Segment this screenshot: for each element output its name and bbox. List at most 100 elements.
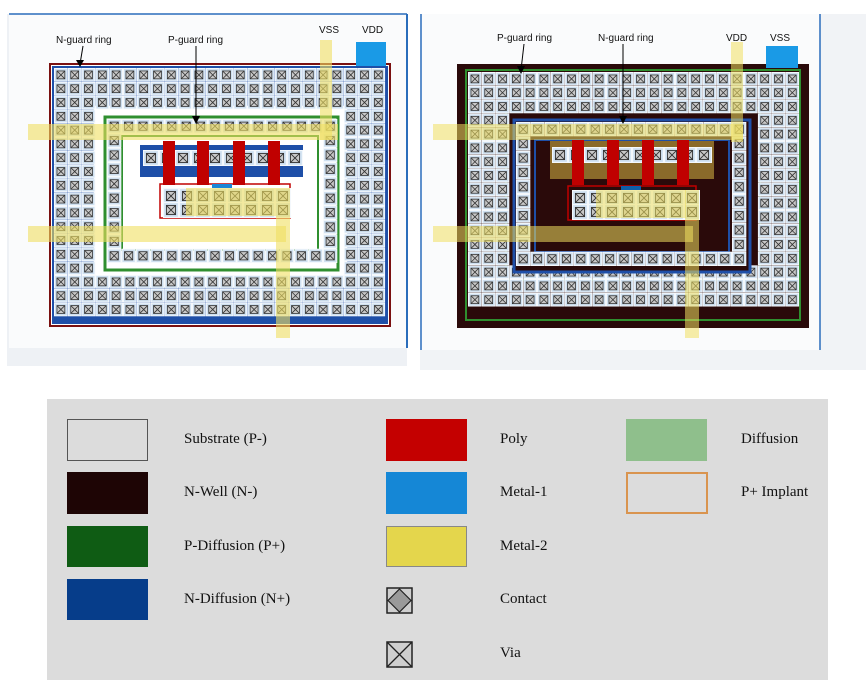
contact-cell	[343, 219, 358, 234]
contact-cell	[732, 237, 747, 252]
contact-cell	[343, 68, 358, 82]
contact-cell	[107, 147, 122, 163]
contact-cell	[468, 182, 482, 197]
contact-cell	[631, 251, 646, 266]
right-layout: P-guard ring N-guard ring VDD VSS	[420, 14, 866, 370]
contact-cell	[219, 288, 234, 303]
contact-cell	[606, 99, 620, 114]
contact-cell	[537, 85, 551, 100]
contact-cell	[274, 68, 289, 82]
contact-icon	[386, 587, 413, 614]
left-layout: N-guard ring P-guard ring VSS VDD	[7, 13, 408, 366]
legend-label-p-implant: P+ Implant	[741, 484, 809, 500]
contact-cell	[771, 72, 786, 86]
contact-cell	[323, 162, 338, 177]
contact-cell	[109, 288, 123, 303]
contact-cell	[495, 210, 510, 224]
contact-cell	[757, 72, 772, 86]
contact-cell	[323, 248, 338, 263]
contact-cell	[481, 292, 496, 307]
contact-cell	[175, 150, 191, 166]
contact-cell	[550, 99, 565, 114]
contact-cell	[606, 292, 620, 307]
contact-cell	[757, 182, 772, 197]
contact-cell	[730, 292, 744, 307]
contact-cell	[371, 192, 386, 206]
contact-cell	[732, 194, 747, 209]
contact-cell	[495, 279, 510, 293]
contact-cell	[523, 99, 537, 114]
contact-cell	[343, 150, 358, 165]
contact-cell	[123, 95, 137, 110]
legend-label-nwell: N-Well (N-)	[184, 484, 258, 500]
contact-cell	[696, 147, 712, 163]
contact-cell	[330, 275, 344, 289]
contact-cell	[323, 176, 338, 191]
contact-cell	[357, 247, 372, 262]
contact-cell	[302, 288, 317, 303]
contact-cell	[550, 85, 565, 100]
contact-cell	[121, 248, 136, 263]
contact-cell	[316, 275, 330, 289]
contact-cell	[732, 251, 747, 266]
legend-label-via: Via	[500, 645, 521, 661]
contact-cell	[294, 248, 309, 263]
contact-cell	[261, 68, 275, 82]
contact-cell	[516, 208, 531, 223]
legend: Substrate (P-) N-Well (N-) P-Diffusion (…	[47, 399, 828, 680]
contact-cell	[771, 251, 786, 266]
legend-swatch-diffusion	[626, 419, 707, 461]
contact-cell	[771, 223, 786, 238]
contact-cell	[771, 237, 786, 252]
contact-cell	[54, 68, 68, 82]
contact-cell	[193, 248, 208, 263]
contact-cell	[495, 182, 510, 197]
contact-cell	[357, 137, 372, 151]
contact-cell	[81, 261, 96, 275]
contact-cell	[509, 85, 524, 100]
contact-cell	[205, 302, 220, 317]
contact-cell	[647, 85, 662, 100]
contact-cell	[109, 81, 123, 96]
contact-cell	[688, 99, 703, 114]
contact-cell	[343, 302, 358, 317]
contact-cell	[274, 81, 289, 96]
contact-cell	[592, 72, 606, 86]
contact-cell	[785, 127, 800, 141]
contact-cell	[164, 81, 179, 96]
contact-cell	[495, 72, 510, 86]
contact-cell	[592, 85, 606, 100]
contact-cell	[647, 72, 662, 86]
contact-cell	[495, 99, 510, 114]
contact-cell	[647, 292, 662, 307]
contact-cell	[302, 302, 317, 317]
contact-cell	[578, 279, 593, 293]
legend-label-contact: Contact	[500, 591, 547, 607]
right-n-guard-label: N-guard ring	[598, 33, 654, 44]
contact-cell	[150, 81, 165, 96]
contact-cell	[757, 210, 772, 224]
contact-cell	[247, 302, 261, 317]
contact-cell	[785, 265, 800, 279]
contact-cell	[135, 248, 151, 263]
contact-cell	[573, 251, 588, 266]
contact-cell	[516, 165, 531, 180]
contact-cell	[67, 178, 82, 193]
contact-cell	[468, 85, 482, 100]
left-vss-label: VSS	[319, 25, 339, 36]
contact-cell	[572, 204, 588, 220]
contact-cell	[81, 178, 96, 193]
contact-cell	[785, 99, 800, 114]
contact-cell	[330, 81, 344, 96]
contact-cell	[537, 99, 551, 114]
contact-cell	[371, 206, 386, 220]
contact-cell	[495, 292, 510, 307]
right-vss-label: VSS	[770, 33, 790, 44]
legend-label-poly: Poly	[500, 431, 528, 447]
contact-cell	[633, 85, 648, 100]
contact-cell	[54, 109, 68, 124]
contact-cell	[606, 85, 620, 100]
contact-cell	[771, 113, 786, 128]
contact-cell	[81, 95, 96, 110]
contact-cell	[357, 95, 372, 110]
